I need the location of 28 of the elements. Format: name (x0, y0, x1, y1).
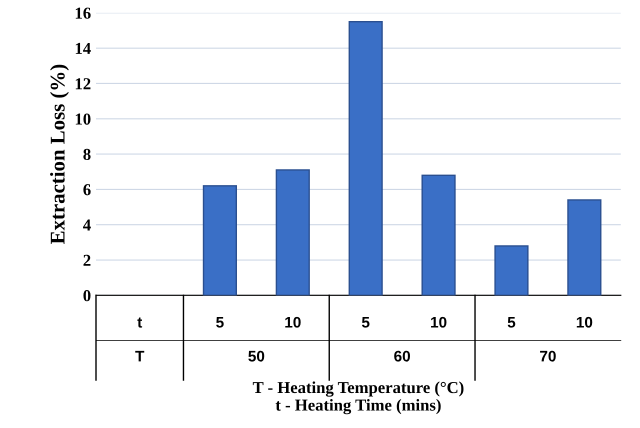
bar (567, 199, 602, 296)
x-tick-label: 5 (362, 317, 370, 328)
bar (348, 20, 383, 296)
text: 50 (248, 350, 264, 362)
x-axis-title: T - Heating Temperature (°C) t - Heating Time (mins) (252, 381, 464, 414)
text: T (135, 350, 144, 362)
bar (276, 169, 310, 296)
bar (494, 245, 529, 296)
bar (421, 174, 456, 296)
y-tick-label: 8 (83, 148, 91, 160)
x-tick-label: 10 (576, 316, 592, 328)
x-tick-label: 10 (285, 316, 301, 328)
x-tick-label: 10 (431, 316, 446, 328)
bar (202, 185, 238, 296)
y-tick-label: 10 (76, 113, 91, 125)
text: 60 (394, 350, 410, 362)
text: t (137, 318, 142, 328)
y-tick-label: 4 (83, 220, 91, 230)
y-tick-label: 14 (76, 42, 91, 54)
y-tick-label: 12 (76, 78, 90, 90)
y-axis-title: Extraction Loss (%) (50, 64, 69, 244)
text: 70 (540, 350, 556, 362)
x-tick-label: 5 (508, 317, 516, 328)
y-tick-label: 2 (84, 254, 90, 266)
y-tick-label: 6 (83, 184, 91, 196)
y-tick-label: 16 (76, 8, 91, 19)
x-tick-label: 5 (216, 317, 224, 328)
y-tick-label: 0 (83, 290, 91, 302)
